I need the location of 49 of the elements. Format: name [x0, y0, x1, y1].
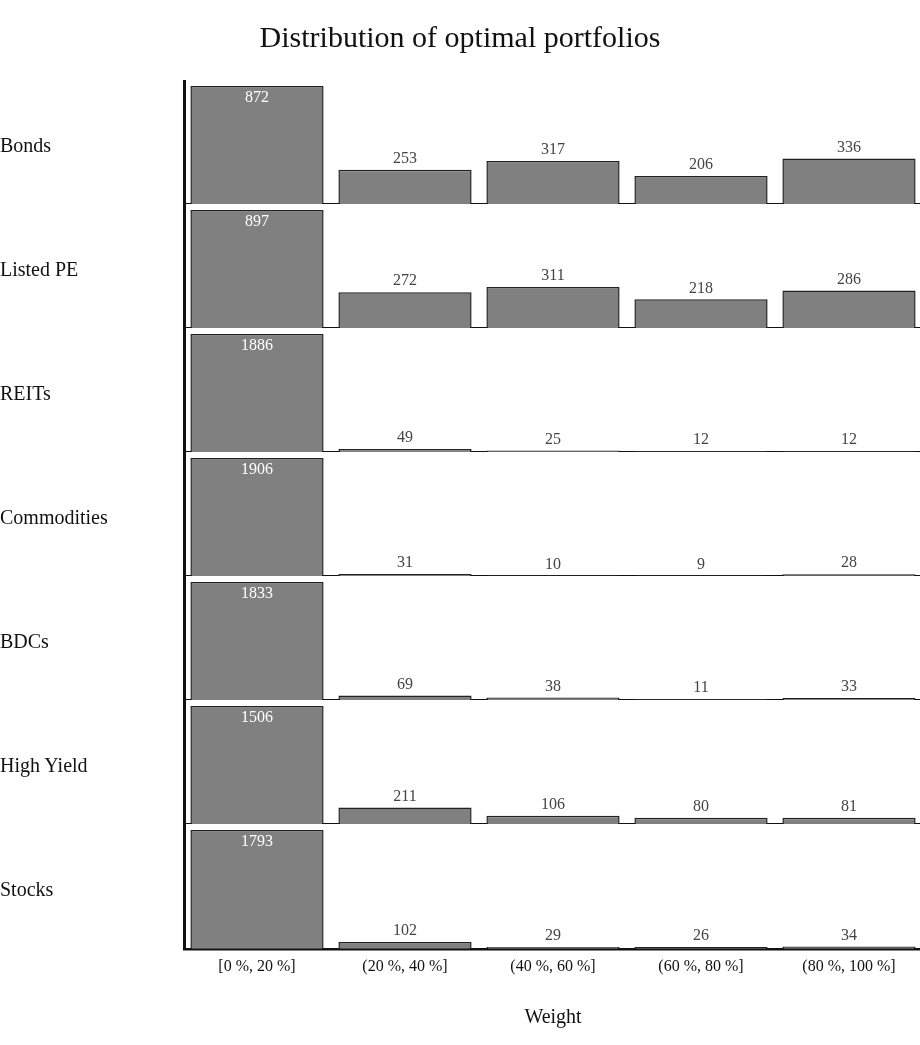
data-label: 34: [841, 925, 857, 943]
data-label: 1793: [241, 832, 273, 850]
data-label: 69: [397, 674, 413, 692]
data-label: 1833: [241, 584, 273, 602]
data-label: 25: [545, 429, 561, 447]
data-label: 10: [545, 554, 561, 572]
data-label: 218: [689, 278, 713, 296]
y-axis-title: BDCs: [0, 630, 50, 653]
chart-title: Distribution of optimal portfolios: [258, 20, 662, 54]
data-label: 253: [393, 148, 417, 166]
x-tick-label: (20 %, 40 %]: [362, 956, 448, 975]
data-label: 1886: [241, 336, 273, 354]
x-tick-label: [0 %, 20 %]: [218, 956, 296, 974]
data-label: 28: [841, 553, 857, 571]
data-label: 29: [545, 926, 561, 944]
x-tick-label: (60 %, 80 %]: [658, 956, 744, 975]
data-label: 26: [693, 926, 709, 944]
data-label: 336: [837, 137, 861, 155]
data-label: 49: [397, 428, 413, 446]
data-label: 1506: [241, 708, 273, 726]
y-axis-title: High Yield: [0, 754, 89, 777]
data-label: 272: [393, 271, 417, 289]
data-label: 11: [693, 678, 709, 696]
y-axis-title: Bonds: [0, 134, 53, 157]
data-label: 286: [837, 269, 861, 287]
data-label: 206: [689, 155, 713, 173]
data-label: 311: [541, 266, 565, 284]
data-label: 317: [541, 140, 565, 158]
y-axis-title: Listed PE: [0, 258, 80, 281]
x-axis-title: Weight: [524, 1005, 583, 1029]
data-label: 81: [841, 796, 857, 814]
data-label: 102: [393, 921, 417, 939]
data-label: 80: [693, 796, 709, 814]
data-label: 38: [545, 676, 561, 694]
data-label: 33: [841, 677, 857, 695]
data-label: 872: [245, 88, 269, 106]
data-label: 897: [245, 212, 269, 230]
y-axis-title: Commodities: [0, 506, 109, 529]
data-label: 12: [841, 430, 857, 448]
x-tick-label: (40 %, 60 %]: [510, 956, 596, 975]
data-label: 12: [693, 430, 709, 448]
data-label: 106: [541, 794, 565, 812]
data-label: 211: [393, 786, 417, 804]
x-tick-label: (80 %, 100 %]: [802, 956, 896, 975]
y-axis-title: REITs: [0, 382, 52, 405]
data-label: 31: [397, 553, 413, 571]
data-label: 1906: [241, 460, 273, 478]
y-axis-title: Stocks: [0, 878, 55, 901]
data-label: 9: [697, 554, 705, 572]
